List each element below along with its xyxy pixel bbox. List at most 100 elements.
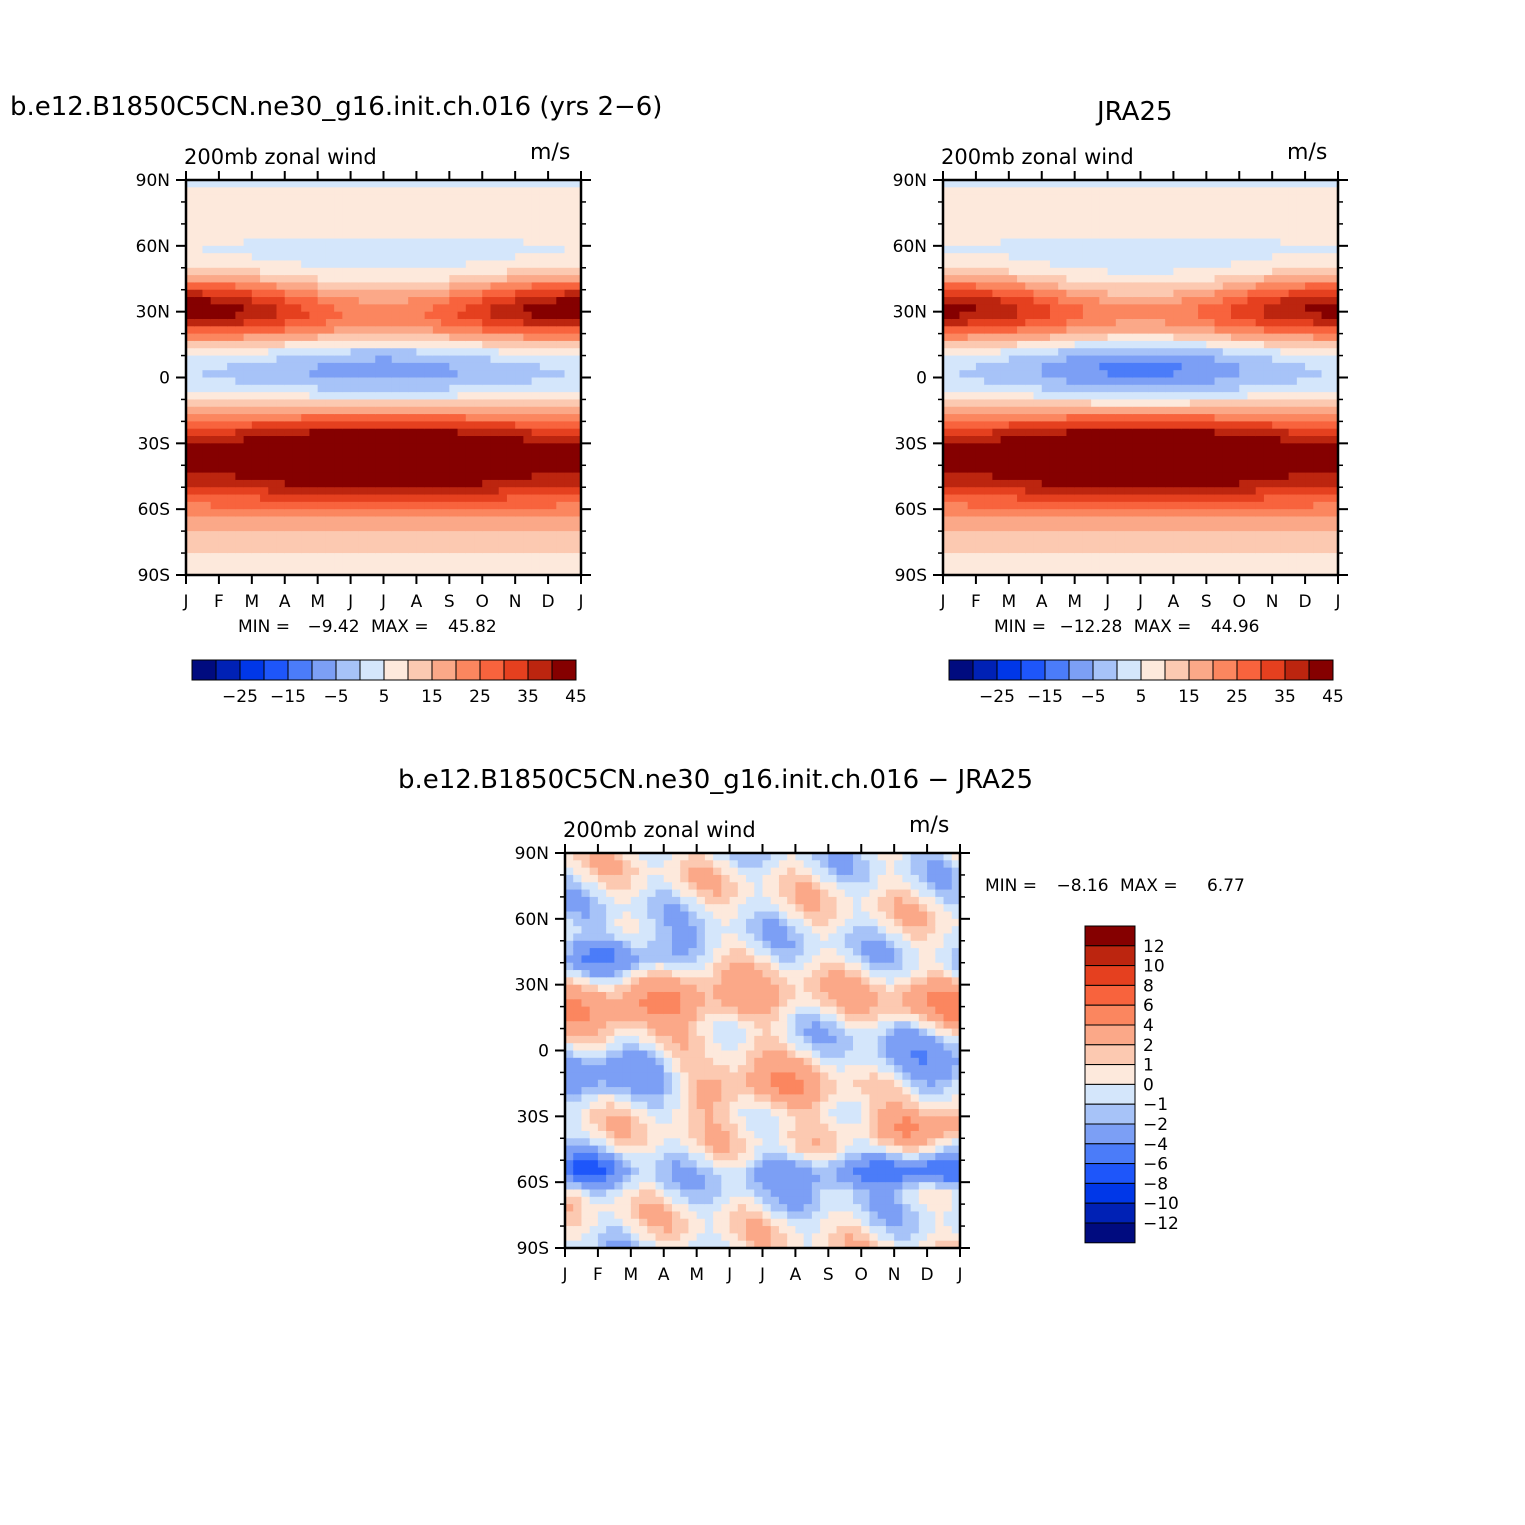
obs-contour-cell <box>1280 450 1290 459</box>
obs-contour-cell <box>992 275 1002 283</box>
model-contour-cell <box>424 362 434 371</box>
model-contour-cell <box>539 297 549 305</box>
model-contour-cell <box>317 487 327 496</box>
obs-contour-cell <box>1115 340 1125 349</box>
obs-contour-cell <box>959 201 969 210</box>
model-contour-cell <box>515 421 524 430</box>
model-contour-cell <box>243 523 253 532</box>
model-contour-cell <box>490 414 500 422</box>
obs-contour-cell <box>1173 392 1183 401</box>
obs-contour-cell <box>1074 494 1084 503</box>
obs-contour-cell <box>1107 377 1117 386</box>
obs-contour-cell <box>1181 231 1191 240</box>
model-contour-cell <box>235 216 245 225</box>
model-contour-cell <box>572 523 582 532</box>
model-contour-cell <box>457 479 467 488</box>
model-contour-cell <box>309 267 319 276</box>
obs-contour-cell <box>1033 421 1043 430</box>
obs-contour-cell <box>1082 436 1092 444</box>
obs-contour-cell <box>1222 414 1232 422</box>
obs-contour-cell <box>1000 428 1010 437</box>
model-contour-cell <box>334 487 343 496</box>
obs-contour-cell <box>984 516 993 525</box>
obs-contour-cell <box>1239 275 1249 283</box>
obs-contour-cell <box>1272 479 1281 488</box>
model-contour-cell <box>391 187 401 196</box>
model-contour-cell <box>367 531 376 540</box>
model-contour-cell <box>194 399 204 408</box>
model-contour-cell <box>218 289 228 298</box>
obs-contour-cell <box>1255 216 1265 225</box>
obs-contour-cell <box>1189 180 1199 188</box>
model-contour-cell <box>523 414 533 422</box>
model-contour-cell <box>260 472 269 481</box>
model-contour-cell <box>358 282 368 291</box>
obs-contour-cell <box>1173 216 1183 225</box>
obs-contour-cell <box>1115 450 1125 459</box>
obs-contour-cell <box>1206 304 1216 313</box>
obs-contour-cell <box>1198 282 1207 291</box>
model-contour-cell <box>276 399 286 408</box>
obs-contour-cell <box>1041 531 1051 540</box>
model-contour-cell <box>449 282 459 291</box>
model-contour-cell <box>490 406 500 415</box>
obs-contour-cell <box>1041 560 1051 569</box>
obs-contour-cell <box>1280 340 1290 349</box>
model-contour-cell <box>309 501 319 510</box>
obs-contour-cell <box>1156 472 1166 481</box>
obs-contour-cell <box>1140 216 1150 225</box>
obs-contour-cell <box>1247 421 1257 430</box>
model-contour-cell <box>227 501 236 510</box>
model-contour-cell <box>399 231 409 240</box>
obs-contour-cell <box>1091 545 1100 554</box>
model-contour-cell <box>235 340 245 349</box>
obs-contour-cell <box>943 487 952 496</box>
model-contour-cell <box>350 231 360 240</box>
obs-contour-cell <box>1132 428 1142 437</box>
model-contour-cell <box>260 238 269 247</box>
model-contour-cell <box>474 209 483 218</box>
model-contour-cell <box>268 238 278 247</box>
obs-contour-cell <box>1058 289 1068 298</box>
model-contour-cell <box>424 260 434 269</box>
model-contour-cell <box>449 560 459 569</box>
obs-contour-cell <box>1008 501 1018 510</box>
model-contour-cell <box>424 180 434 188</box>
obs-contour-cell <box>984 333 993 342</box>
model-contour-cell <box>465 377 475 386</box>
obs-contour-cell <box>1239 362 1249 371</box>
obs-contour-cell <box>1214 538 1224 547</box>
model-contour-cell <box>375 326 385 335</box>
model-contour-cell <box>186 238 195 247</box>
obs-contour-cell <box>959 450 969 459</box>
obs-contour-cell <box>1214 436 1224 444</box>
obs-contour-cell <box>1091 260 1100 269</box>
model-contour-cell <box>539 340 549 349</box>
model-contour-cell <box>243 297 253 305</box>
obs-contour-cell <box>984 436 993 444</box>
obs-contour-cell <box>943 223 952 232</box>
obs-contour-cell <box>1099 399 1109 408</box>
model-contour-cell <box>194 538 204 547</box>
obs-contour-cell <box>1091 245 1100 254</box>
model-contour-cell <box>342 318 352 327</box>
model-contour-cell <box>334 180 343 188</box>
model-contour-cell <box>202 414 212 422</box>
obs-contour-cell <box>1214 311 1224 320</box>
model-contour-cell <box>539 238 549 247</box>
obs-contour-cell <box>1107 260 1117 269</box>
obs-contour-cell <box>1058 545 1068 554</box>
obs-contour-cell <box>1008 340 1018 349</box>
obs-contour-cell <box>1033 531 1043 540</box>
model-contour-cell <box>251 516 261 525</box>
model-contour-cell <box>465 231 475 240</box>
obs-contour-cell <box>1239 479 1249 488</box>
obs-contour-cell <box>1017 194 1026 203</box>
model-contour-cell <box>523 501 533 510</box>
model-contour-cell <box>564 187 574 196</box>
model-contour-cell <box>531 370 541 379</box>
obs-contour-cell <box>1058 304 1068 313</box>
obs-contour-cell <box>1173 333 1183 342</box>
model-contour-cell <box>350 289 360 298</box>
obs-contour-cell <box>943 362 952 371</box>
